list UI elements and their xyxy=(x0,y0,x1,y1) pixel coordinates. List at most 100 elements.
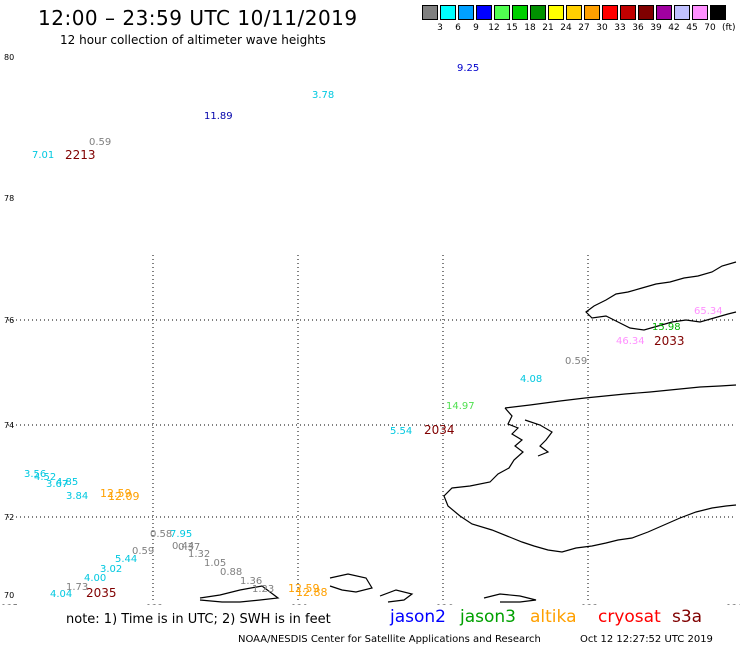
wave-height-label: 12.09 xyxy=(108,490,140,503)
longitude-tick-label: -126 xyxy=(433,604,454,605)
legend-swatch xyxy=(638,5,654,20)
legend-unit: (ft) xyxy=(722,23,736,33)
wave-height-label: 14.97 xyxy=(446,401,475,412)
legend-label: 12 xyxy=(488,23,500,33)
wave-height-label: 2213 xyxy=(65,148,96,162)
wave-height-label: 3.78 xyxy=(312,90,334,101)
wave-height-label: 1.05 xyxy=(204,558,226,569)
wave-height-label: 2033 xyxy=(654,334,685,348)
latitude-tick-label: 72 xyxy=(4,513,14,522)
wave-height-label: 0.59 xyxy=(89,137,111,148)
wave-height-observations: 9.25 3.78 11.89 0.59 7.01 2213 65.34 15.98 46.34… xyxy=(24,63,723,600)
legend-swatch xyxy=(494,5,510,20)
wave-height-label: 1.73 xyxy=(66,582,88,593)
latitude-tick-label: 70 xyxy=(4,591,14,600)
legend-swatch xyxy=(674,5,690,20)
legend-label: 27 xyxy=(578,23,590,33)
axis-tick-labels: -135 -132 -129 -126 -123 -120 70 72 74 76 78 80 xyxy=(0,53,740,605)
wave-height-label: 46.34 xyxy=(616,336,645,347)
latitude-tick-label: 74 xyxy=(4,421,14,430)
latitude-tick-label: 76 xyxy=(4,316,14,325)
wave-height-label: 1.23 xyxy=(252,584,274,595)
wave-height-label: 4.00 xyxy=(84,573,106,584)
wave-height-label: 0.59 xyxy=(565,356,587,367)
wave-height-label: 3.84 xyxy=(66,491,88,502)
legend-label: 42 xyxy=(668,23,680,33)
legend-swatch xyxy=(710,5,726,20)
wave-height-label: 3.02 xyxy=(100,564,122,575)
legend-swatch xyxy=(584,5,600,20)
lat-lon-grid xyxy=(8,255,736,600)
legend-label: 3 xyxy=(437,23,443,33)
latitude-tick-label: 80 xyxy=(4,53,14,62)
legend-swatch xyxy=(620,5,636,20)
wave-height-label: 0.88 xyxy=(220,567,242,578)
wave-height-label: 5.54 xyxy=(390,426,412,437)
legend-swatch xyxy=(512,5,528,20)
legend-swatch xyxy=(656,5,672,20)
wave-height-label: 0.59 xyxy=(132,546,154,557)
coastline-delta xyxy=(379,589,414,603)
map-frame xyxy=(7,56,737,605)
legend-label: 70 xyxy=(704,23,716,33)
legend-label: 36 xyxy=(632,23,644,33)
wave-height-label: 7.95 xyxy=(170,529,192,540)
satellite-label: cryosat xyxy=(598,607,661,627)
wave-height-label: 0.58 xyxy=(150,529,172,540)
coastline-mainland xyxy=(504,384,737,409)
longitude-tick-label: -135 xyxy=(0,604,18,605)
legend-label: 30 xyxy=(596,23,608,33)
satellite-label: s3a xyxy=(672,607,703,627)
wave-height-label: 4.85 xyxy=(56,477,78,488)
longitude-tick-label: -129 xyxy=(288,604,309,605)
longitude-tick-label: -132 xyxy=(143,604,163,605)
wave-height-label: 7.01 xyxy=(32,150,54,161)
wave-height-map: -135 -132 -129 -126 -123 -120 70 72 74 76 78 80 9.2… xyxy=(0,53,740,605)
legend-swatch xyxy=(566,5,582,20)
wave-height-label: 1.36 xyxy=(240,576,262,587)
map-subtitle: 12 hour collection of altimeter wave hei… xyxy=(60,33,326,47)
generated-timestamp: Oct 12 12:27:52 UTC 2019 xyxy=(580,634,713,645)
coastline-banks-island xyxy=(585,261,737,331)
legend-label: 6 xyxy=(455,23,461,33)
longitude-tick-label: -120 xyxy=(723,604,740,605)
coastline xyxy=(199,261,737,603)
wave-height-label: 4.04 xyxy=(50,589,72,600)
wave-height-label: 12.88 xyxy=(296,586,328,599)
legend-label: 24 xyxy=(560,23,572,33)
longitude-tick-label: -123 xyxy=(578,604,598,605)
wave-height-label: 3.56 xyxy=(24,469,46,480)
legend-swatch xyxy=(530,5,546,20)
wave-height-label: 65.34 xyxy=(694,306,723,317)
satellite-label: jason3 xyxy=(460,607,516,627)
credit-line: NOAA/NESDIS Center for Satellite Applica… xyxy=(238,634,541,645)
legend-swatch xyxy=(692,5,708,20)
coastline-inlet xyxy=(524,419,553,457)
legend-label: 33 xyxy=(614,23,626,33)
legend-swatch xyxy=(422,5,438,20)
latitude-tick-label: 78 xyxy=(4,194,14,203)
wave-height-label: 3.67 xyxy=(46,479,68,490)
coastline-richards-island xyxy=(329,573,373,593)
wave-height-label: 2034 xyxy=(424,423,455,437)
legend-swatch xyxy=(476,5,492,20)
wave-height-label: 4.52 xyxy=(34,472,56,483)
legend-label: 15 xyxy=(506,23,518,33)
footnote: note: 1) Time is in UTC; 2) SWH is in fe… xyxy=(66,612,331,627)
wave-height-label: 9.25 xyxy=(457,63,479,74)
legend-label: 9 xyxy=(473,23,479,33)
wave-height-label: 4.08 xyxy=(520,374,542,385)
wave-height-label: 12.59 xyxy=(288,582,320,595)
wave-height-label: 2035 xyxy=(86,586,117,600)
coastline-tuk xyxy=(199,585,280,603)
legend-label: 21 xyxy=(542,23,554,33)
legend-label: 18 xyxy=(524,23,536,33)
wave-height-label: 15.98 xyxy=(652,322,681,333)
legend-label: 45 xyxy=(686,23,698,33)
wave-height-label: 1.32 xyxy=(188,549,210,560)
satellite-label: altika xyxy=(530,607,577,627)
wave-height-label: 5.44 xyxy=(115,554,137,565)
legend-label: 39 xyxy=(650,23,662,33)
wave-height-label: 12.59 xyxy=(100,487,132,500)
wave-height-label: 11.89 xyxy=(204,111,233,122)
